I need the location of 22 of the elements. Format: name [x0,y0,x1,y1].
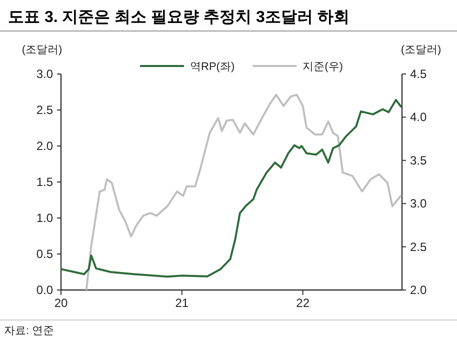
y2-tick-label: 2.0 [410,283,428,297]
x-tick-label: 22 [296,296,310,310]
y-tick-label: 2.0 [36,139,54,153]
legend-label: 역RP(좌) [190,61,235,73]
y2-tick-label: 2.5 [410,240,428,254]
y2-tick-label: 3.5 [410,153,428,168]
text: 자료: 연준 [4,325,54,337]
x-tick-label: 21 [175,296,189,310]
y-tick-label: 0.0 [36,283,54,297]
chart-title: 도표 3. 지준은 최소 필요량 추정치 3조달러 하회 [8,9,350,26]
y2-axis-title: (조달러) [400,44,442,56]
y-tick-label: 1.5 [36,175,54,189]
y2-tick-label: 4.5 [410,67,428,81]
y-tick-label: 0.5 [36,247,54,261]
y-tick-label: 2.5 [36,103,54,117]
legend-label: 지준(우) [302,61,343,73]
y-tick-label: 3.0 [36,67,54,81]
y-tick-label: 1.0 [36,211,54,225]
y2-tick-label: 4.0 [410,110,428,124]
x-tick-label: 20 [54,296,68,310]
y-axis-title: (조달러) [22,44,62,56]
y2-tick-label: 3.0 [410,196,428,211]
